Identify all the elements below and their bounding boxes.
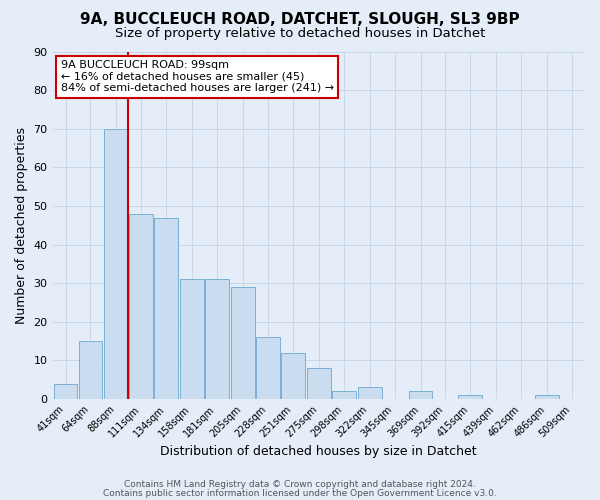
Y-axis label: Number of detached properties: Number of detached properties: [15, 127, 28, 324]
X-axis label: Distribution of detached houses by size in Datchet: Distribution of detached houses by size …: [160, 444, 477, 458]
Bar: [307, 368, 331, 399]
Bar: [180, 280, 204, 399]
Bar: [535, 395, 559, 399]
Bar: [154, 218, 178, 399]
Text: 9A BUCCLEUCH ROAD: 99sqm
← 16% of detached houses are smaller (45)
84% of semi-d: 9A BUCCLEUCH ROAD: 99sqm ← 16% of detach…: [61, 60, 334, 94]
Bar: [358, 388, 382, 399]
Bar: [79, 341, 103, 399]
Bar: [205, 280, 229, 399]
Bar: [332, 392, 356, 399]
Text: Contains HM Land Registry data © Crown copyright and database right 2024.: Contains HM Land Registry data © Crown c…: [124, 480, 476, 489]
Bar: [256, 338, 280, 399]
Bar: [458, 395, 482, 399]
Text: Size of property relative to detached houses in Datchet: Size of property relative to detached ho…: [115, 28, 485, 40]
Bar: [409, 392, 433, 399]
Bar: [130, 214, 153, 399]
Bar: [53, 384, 77, 399]
Bar: [281, 352, 305, 399]
Text: Contains public sector information licensed under the Open Government Licence v3: Contains public sector information licen…: [103, 488, 497, 498]
Bar: [231, 287, 255, 399]
Text: 9A, BUCCLEUCH ROAD, DATCHET, SLOUGH, SL3 9BP: 9A, BUCCLEUCH ROAD, DATCHET, SLOUGH, SL3…: [80, 12, 520, 28]
Bar: [104, 128, 128, 399]
